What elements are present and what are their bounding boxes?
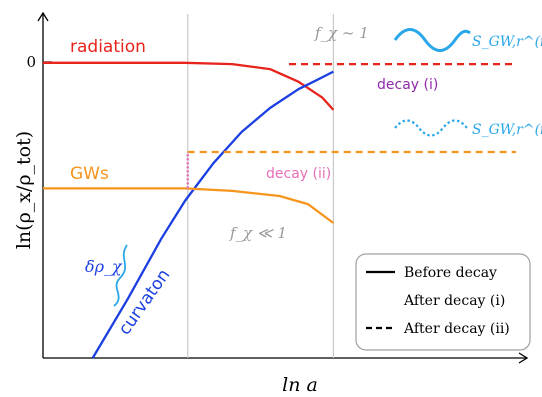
annotation-decay-ii: decay (ii) xyxy=(266,166,331,182)
legend-label-after-ii: After decay (ii) xyxy=(403,321,510,337)
series-line-radiation xyxy=(43,61,335,111)
series-label-curvaton: curvaton xyxy=(115,266,175,339)
legend-label-before: Before decay xyxy=(404,265,497,281)
legend-box xyxy=(355,253,531,351)
legend-label-after-i: After decay (i) xyxy=(403,293,505,309)
delta-rho-wiggle-icon xyxy=(113,244,128,307)
annotation-f-chi-sim-1: f_χ ~ 1 xyxy=(314,24,369,42)
series-line-gws xyxy=(43,187,335,224)
series-line-curvaton xyxy=(91,70,334,359)
annotation-sgw-ii: S_GW,r^(ii) xyxy=(472,122,542,138)
legend: Before decay After decay (i) After decay… xyxy=(355,253,531,351)
y-axis-arrow xyxy=(37,11,49,22)
gw-wave-i-icon xyxy=(393,28,471,52)
x-axis-arrow xyxy=(518,352,529,364)
series-label-radiation: radiation xyxy=(70,37,146,57)
reference-lines xyxy=(187,14,335,358)
data-series xyxy=(43,61,516,359)
x-axis-label: ln a xyxy=(282,374,318,396)
annotation-f-chi-ll-1: f_χ ≪ 1 xyxy=(229,224,287,242)
annotation-sgw-i: S_GW,r^(i) xyxy=(472,34,542,50)
y-axis-label: ln(ρ_x/ρ_tot) xyxy=(13,131,35,249)
series-label-gws: GWs xyxy=(70,164,109,184)
annotation-delta-rho-chi: δρ_χ xyxy=(85,257,123,276)
y-tick-label-zero: 0 xyxy=(26,53,36,71)
gw-wave-ii-icon xyxy=(394,119,468,137)
annotation-decay-i: decay (i) xyxy=(377,77,438,93)
